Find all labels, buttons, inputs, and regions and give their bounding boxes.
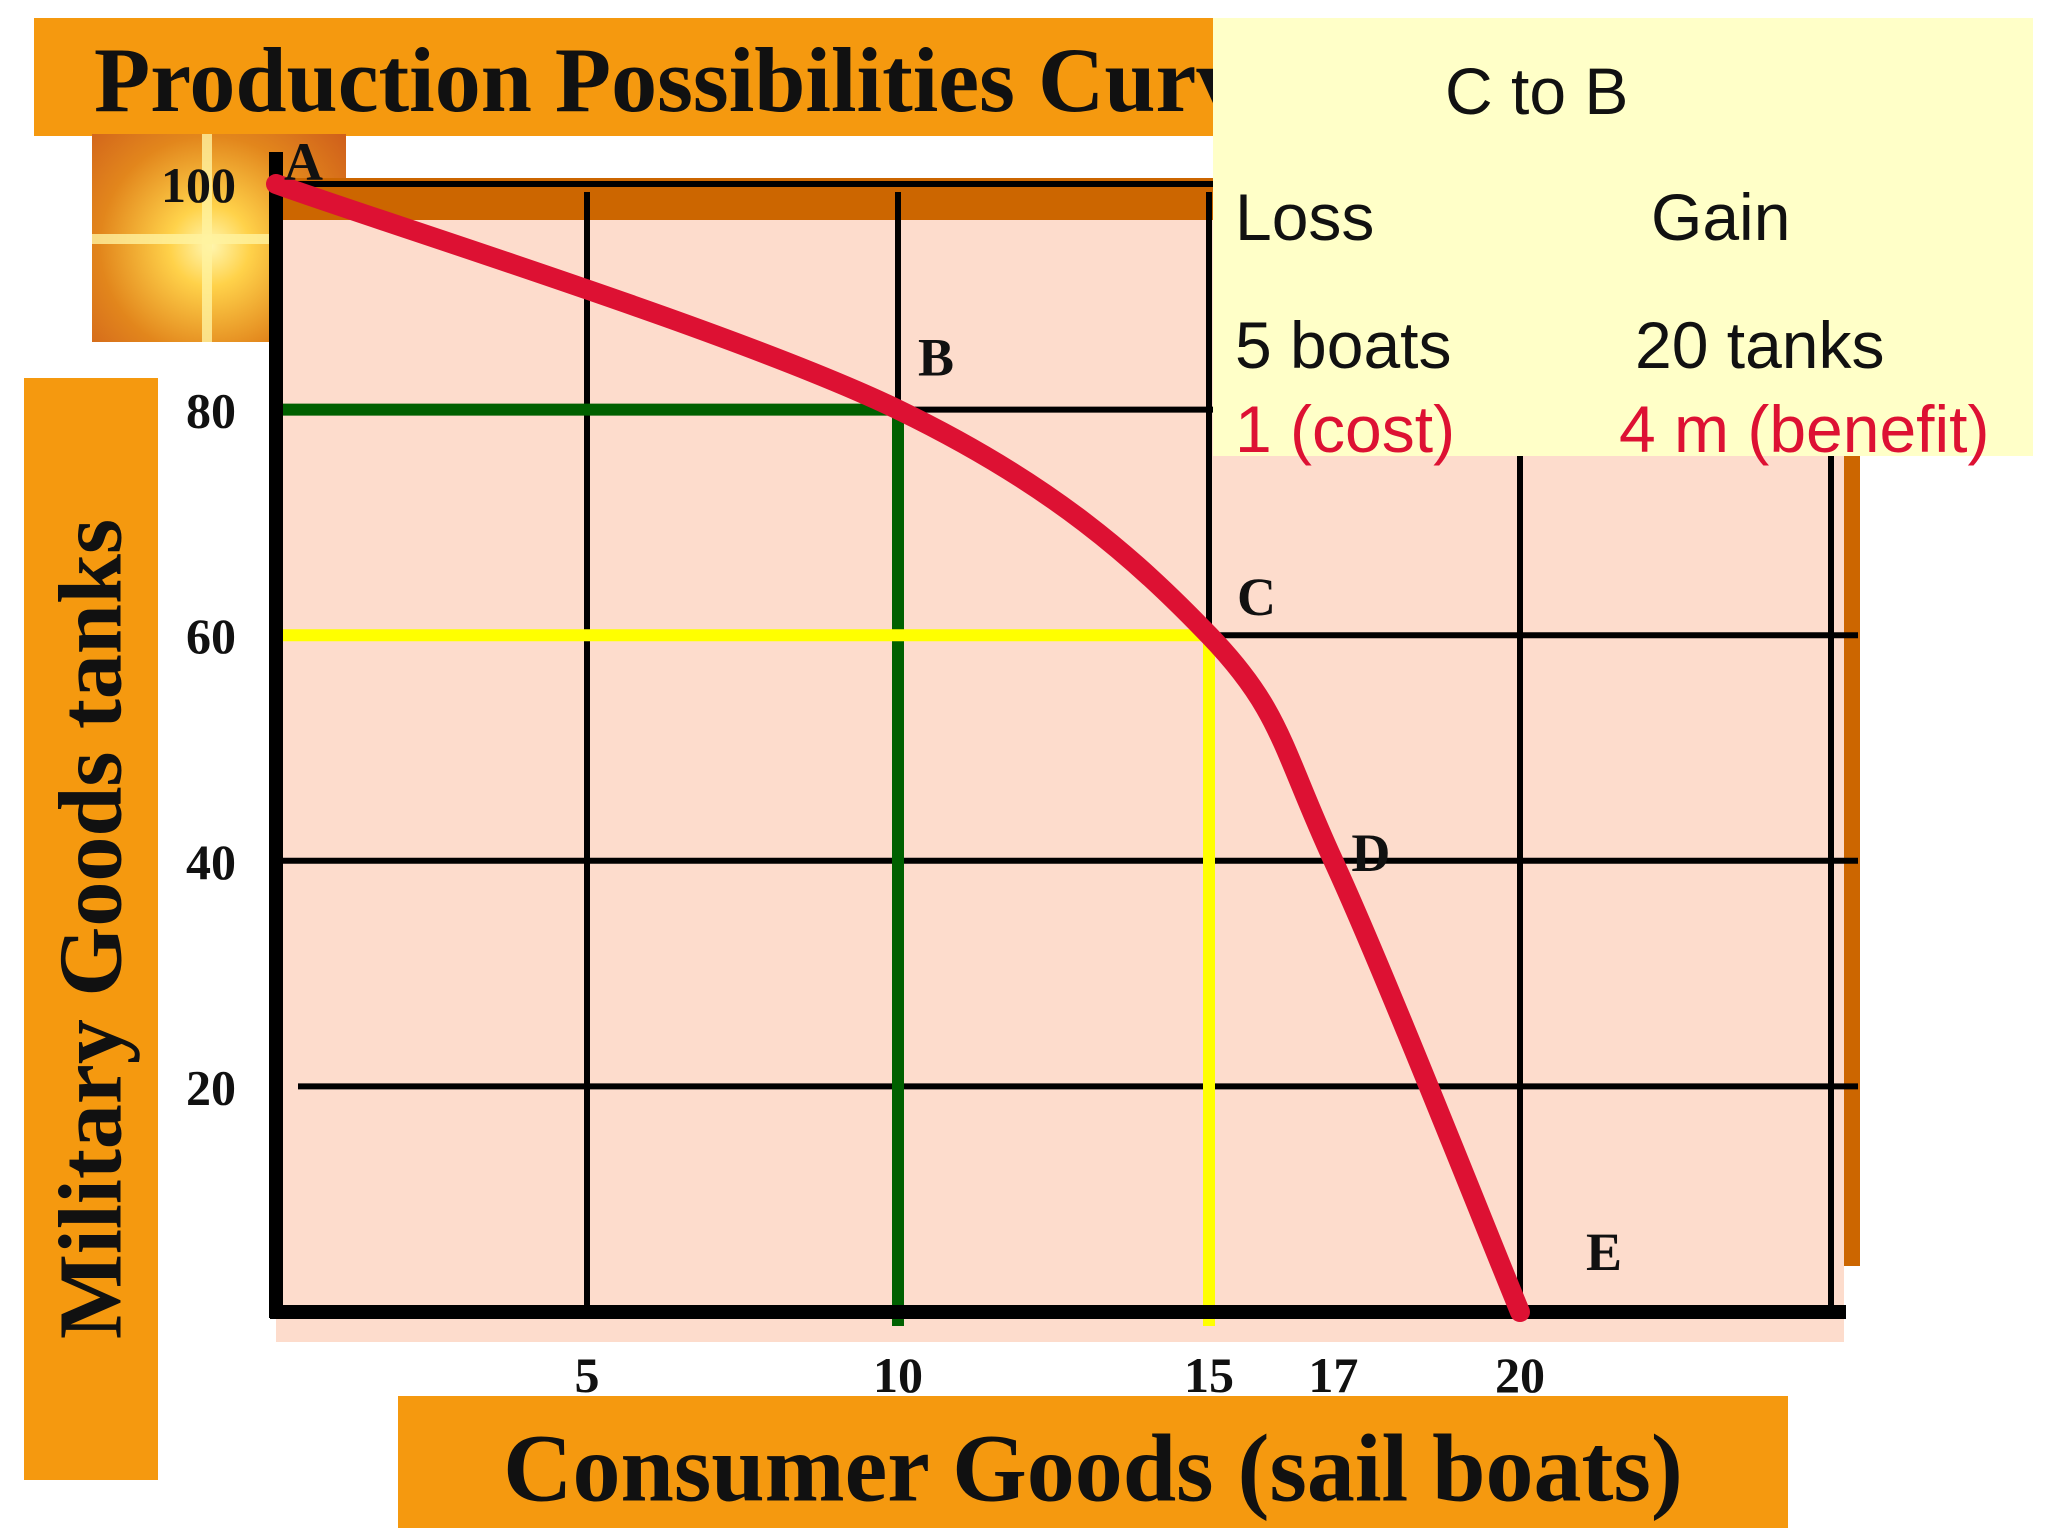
y-tick-label: 100 [161,157,236,213]
info-heading: C to B [1445,54,1629,128]
y-tick-label: 40 [186,834,236,890]
x-tick-label: 15 [1184,1347,1234,1403]
y-axis-label-banner [24,378,158,1480]
point-label-D: D [1351,823,1390,883]
point-label-A: A [284,132,323,192]
x-tick-label: 10 [873,1347,923,1403]
gain-header: Gain [1651,180,1791,254]
cost-benefit-box: C to B Loss Gain 5 boats 20 tanks 1 (cos… [1213,18,2033,466]
tick-labels: 5 10 15 17 20 20 40 60 80 100 [161,157,1545,1403]
y-tick-label: 60 [186,608,236,664]
axes [269,152,1846,1319]
y-tick-label: 20 [186,1059,236,1115]
loss-value: 5 boats [1235,308,1452,382]
point-labels: A B C D E [284,132,1622,1282]
loss-header: Loss [1235,180,1375,254]
x-axis-label: Consumer Goods (sail boats) [503,1414,1683,1522]
gain-value: 20 tanks [1635,308,1885,382]
point-label-C: C [1237,567,1276,627]
point-label-B: B [918,328,954,388]
title-banner [34,18,1220,136]
cost-value: 1 (cost) [1235,392,1456,466]
benefit-value: 4 m (benefit) [1619,392,1990,466]
x-axis-label-banner [398,1396,1788,1528]
x-tick-label: 5 [575,1347,600,1403]
x-tick-label: 20 [1495,1347,1545,1403]
x-tick-label: 17 [1308,1347,1358,1403]
y-tick-label: 80 [186,383,236,439]
guide-lines [276,403,1215,1326]
chart-title: Production Possibilities Curv [94,29,1243,131]
ppc-curve [266,174,1530,1322]
point-label-E: E [1586,1222,1622,1282]
